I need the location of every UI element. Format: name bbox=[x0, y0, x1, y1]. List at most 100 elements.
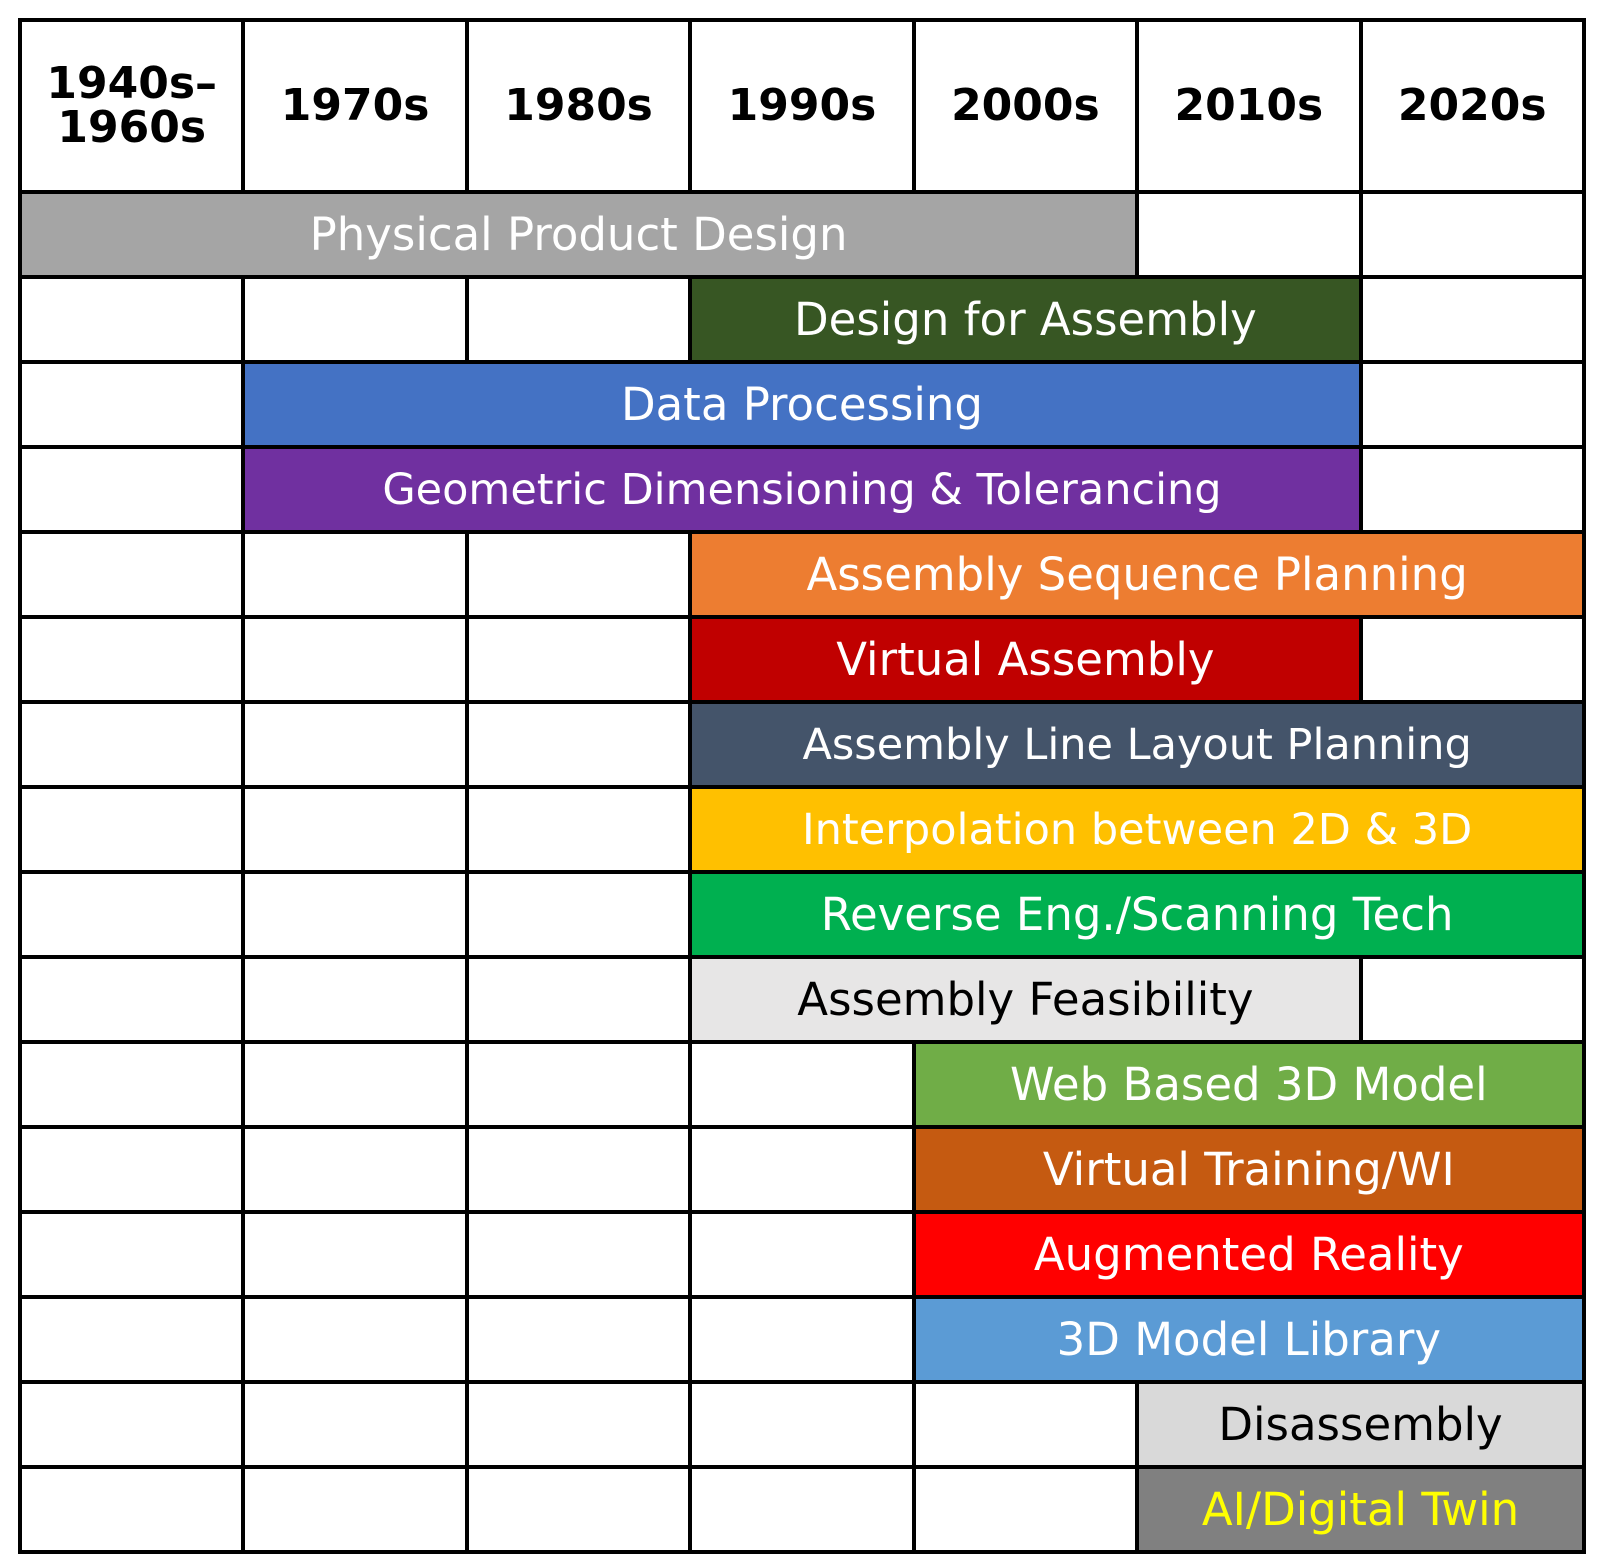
decade-label: 2000s bbox=[951, 80, 1100, 131]
empty-cell bbox=[241, 1295, 469, 1384]
empty-cell bbox=[241, 275, 469, 364]
timeline-body: Physical Product Design Design for Assemb… bbox=[17, 190, 1586, 1554]
empty-cell bbox=[1358, 190, 1586, 279]
empty-cell bbox=[241, 870, 469, 959]
technology-row: Augmented Reality bbox=[17, 1210, 1586, 1299]
technology-row: 3D Model Library bbox=[17, 1295, 1586, 1384]
empty-cell bbox=[17, 700, 246, 789]
technology-bar: Virtual Assembly bbox=[688, 615, 1363, 704]
decade-label: 1980s bbox=[504, 80, 653, 131]
empty-cell bbox=[464, 1465, 693, 1554]
empty-cell bbox=[241, 615, 469, 704]
empty-cell bbox=[17, 1040, 246, 1129]
technology-row: Virtual Assembly bbox=[17, 615, 1586, 704]
empty-cell bbox=[17, 530, 246, 619]
empty-cell bbox=[241, 955, 469, 1044]
technology-bar: Reverse Eng./Scanning Tech bbox=[688, 870, 1586, 959]
empty-cell bbox=[17, 615, 246, 704]
technology-row: Data Processing bbox=[17, 360, 1586, 449]
decade-label: 1940s– bbox=[46, 58, 218, 109]
empty-cell bbox=[464, 700, 693, 789]
empty-cell bbox=[1358, 445, 1586, 534]
empty-cell bbox=[17, 1210, 246, 1299]
decade-header-row: 1940s– 1960s 1970s 1980s 1990s 2000s 2010s 2020… bbox=[17, 18, 1586, 194]
empty-cell bbox=[464, 955, 693, 1044]
empty-cell bbox=[17, 1295, 246, 1384]
empty-cell bbox=[17, 1380, 246, 1469]
technology-row: Assembly Line Layout Planning bbox=[17, 700, 1586, 789]
empty-cell bbox=[241, 1380, 469, 1469]
decade-header: 1980s bbox=[464, 18, 693, 194]
technology-bar: Geometric Dimensioning & Tolerancing bbox=[241, 445, 1363, 534]
empty-cell bbox=[688, 1465, 916, 1554]
empty-cell bbox=[17, 445, 246, 534]
empty-cell bbox=[241, 1465, 469, 1554]
empty-cell bbox=[241, 785, 469, 874]
technology-row: Disassembly bbox=[17, 1380, 1586, 1469]
technology-bar: Web Based 3D Model bbox=[911, 1040, 1586, 1129]
empty-cell bbox=[241, 1040, 469, 1129]
empty-cell bbox=[464, 1295, 693, 1384]
empty-cell bbox=[1358, 360, 1586, 449]
empty-cell bbox=[241, 1125, 469, 1214]
technology-row: Web Based 3D Model bbox=[17, 1040, 1586, 1129]
empty-cell bbox=[688, 1295, 916, 1384]
technology-row: Assembly Feasibility bbox=[17, 955, 1586, 1044]
decade-header: 2020s bbox=[1358, 18, 1586, 194]
empty-cell bbox=[17, 955, 246, 1044]
technology-row: Virtual Training/WI bbox=[17, 1125, 1586, 1214]
technology-bar: Assembly Line Layout Planning bbox=[688, 700, 1586, 789]
technology-bar: Physical Product Design bbox=[17, 190, 1140, 279]
decade-label: 2010s bbox=[1174, 80, 1324, 131]
empty-cell bbox=[464, 1040, 693, 1129]
technology-bar: Augmented Reality bbox=[911, 1210, 1586, 1299]
technology-timeline-table: 1940s– 1960s 1970s 1980s 1990s 2000s 2010s 2020… bbox=[17, 18, 1586, 1554]
decade-header: 2010s bbox=[1135, 18, 1363, 194]
decade-header: 1970s bbox=[241, 18, 469, 194]
empty-cell bbox=[911, 1380, 1140, 1469]
technology-row: AI/Digital Twin bbox=[17, 1465, 1586, 1554]
technology-row: Reverse Eng./Scanning Tech bbox=[17, 870, 1586, 959]
technology-bar: 3D Model Library bbox=[911, 1295, 1586, 1384]
empty-cell bbox=[911, 1465, 1140, 1554]
technology-bar: Virtual Training/WI bbox=[911, 1125, 1586, 1214]
decade-header: 2000s bbox=[911, 18, 1140, 194]
empty-cell bbox=[464, 1125, 693, 1214]
technology-bar: Assembly Sequence Planning bbox=[688, 530, 1586, 619]
empty-cell bbox=[17, 360, 246, 449]
technology-row: Physical Product Design bbox=[17, 190, 1586, 279]
empty-cell bbox=[464, 785, 693, 874]
empty-cell bbox=[464, 530, 693, 619]
empty-cell bbox=[1358, 955, 1586, 1044]
technology-bar: Interpolation between 2D & 3D bbox=[688, 785, 1586, 874]
empty-cell bbox=[1135, 190, 1363, 279]
empty-cell bbox=[464, 870, 693, 959]
empty-cell bbox=[17, 785, 246, 874]
technology-bar: Data Processing bbox=[241, 360, 1363, 449]
empty-cell bbox=[688, 1040, 916, 1129]
empty-cell bbox=[17, 1465, 246, 1554]
technology-row: Design for Assembly bbox=[17, 275, 1586, 364]
empty-cell bbox=[688, 1380, 916, 1469]
empty-cell bbox=[688, 1125, 916, 1214]
technology-bar: Design for Assembly bbox=[688, 275, 1363, 364]
decade-label: 1990s bbox=[727, 80, 877, 131]
decade-label: 1960s bbox=[57, 102, 207, 153]
decade-header: 1990s bbox=[688, 18, 916, 194]
technology-bar: Disassembly bbox=[1135, 1380, 1586, 1469]
decade-label: 2020s bbox=[1397, 80, 1547, 131]
technology-bar: AI/Digital Twin bbox=[1135, 1465, 1586, 1554]
empty-cell bbox=[17, 870, 246, 959]
empty-cell bbox=[1358, 275, 1586, 364]
technology-row: Geometric Dimensioning & Tolerancing bbox=[17, 445, 1586, 534]
technology-row: Assembly Sequence Planning bbox=[17, 530, 1586, 619]
decade-header: 1940s– 1960s bbox=[17, 18, 246, 194]
empty-cell bbox=[464, 1380, 693, 1469]
empty-cell bbox=[17, 275, 246, 364]
empty-cell bbox=[241, 530, 469, 619]
technology-bar: Assembly Feasibility bbox=[688, 955, 1363, 1044]
empty-cell bbox=[688, 1210, 916, 1299]
empty-cell bbox=[1358, 615, 1586, 704]
empty-cell bbox=[241, 700, 469, 789]
empty-cell bbox=[17, 1125, 246, 1214]
